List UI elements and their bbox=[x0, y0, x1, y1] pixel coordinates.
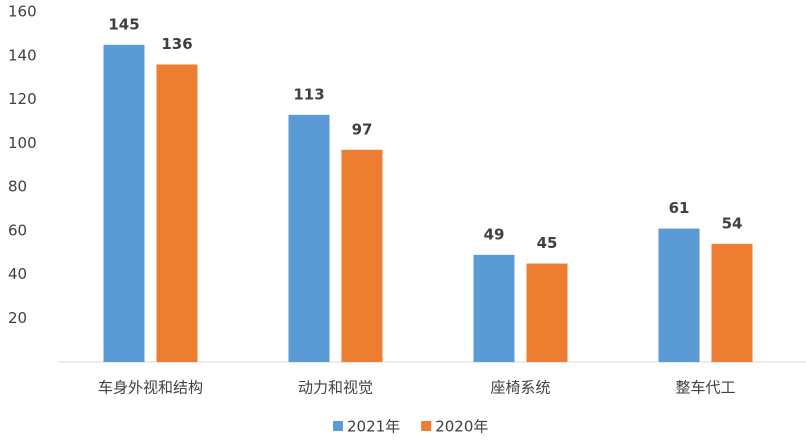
bar bbox=[103, 44, 145, 362]
y-tick-label: 20 bbox=[8, 309, 27, 327]
x-tick-label: 动力和视觉 bbox=[298, 379, 373, 397]
data-label: 136 bbox=[161, 35, 192, 53]
bar bbox=[288, 114, 330, 362]
data-label: 54 bbox=[722, 214, 743, 232]
legend-label: 2021年 bbox=[347, 418, 400, 436]
bar bbox=[711, 243, 753, 362]
x-tick-label: 车身外视和结构 bbox=[98, 379, 203, 397]
y-tick-label: 100 bbox=[8, 134, 37, 152]
legend-swatch bbox=[421, 421, 432, 431]
data-label: 49 bbox=[484, 225, 505, 243]
y-tick-label: 160 bbox=[8, 3, 37, 21]
y-tick-label: 60 bbox=[8, 221, 27, 239]
bar bbox=[473, 254, 515, 362]
legend-swatch bbox=[333, 421, 343, 431]
bar bbox=[526, 263, 568, 362]
y-tick-label: 80 bbox=[8, 178, 27, 196]
bar bbox=[341, 149, 383, 362]
legend-label: 2020年 bbox=[435, 418, 488, 436]
data-label: 145 bbox=[108, 15, 139, 33]
data-label: 45 bbox=[537, 234, 558, 252]
y-tick-label: 40 bbox=[8, 265, 27, 283]
data-label: 113 bbox=[293, 85, 324, 103]
bar bbox=[658, 228, 700, 362]
y-tick-label: 120 bbox=[8, 90, 37, 108]
bar bbox=[156, 64, 198, 362]
x-tick-label: 座椅系统 bbox=[490, 379, 550, 397]
data-label: 61 bbox=[669, 199, 690, 217]
x-tick-label: 整车代工 bbox=[675, 379, 735, 397]
y-tick-label: 140 bbox=[8, 46, 37, 64]
data-label: 97 bbox=[352, 120, 373, 138]
